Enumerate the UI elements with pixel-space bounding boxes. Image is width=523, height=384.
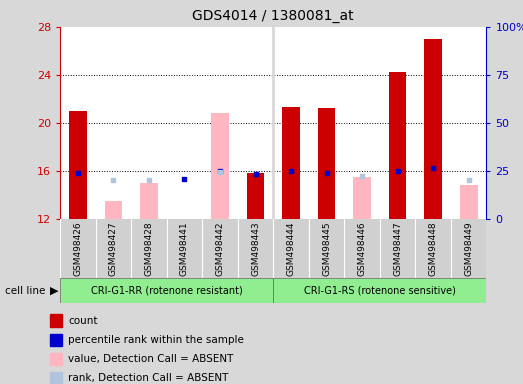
Text: GSM498428: GSM498428 — [144, 222, 153, 276]
Text: GSM498443: GSM498443 — [251, 222, 260, 276]
Text: cell line: cell line — [5, 286, 46, 296]
Text: GSM498446: GSM498446 — [358, 222, 367, 276]
Bar — [140, 183, 158, 219]
Point — [252, 171, 260, 177]
Point — [322, 170, 331, 176]
Point — [464, 177, 473, 184]
Text: GSM498441: GSM498441 — [180, 222, 189, 276]
Bar — [50, 314, 62, 327]
Bar — [353, 177, 371, 219]
Text: ▶: ▶ — [50, 286, 58, 296]
Text: count: count — [68, 316, 97, 326]
Text: GSM498426: GSM498426 — [73, 222, 83, 276]
Text: rank, Detection Call = ABSENT: rank, Detection Call = ABSENT — [68, 373, 229, 383]
Text: GSM498427: GSM498427 — [109, 222, 118, 276]
Text: value, Detection Call = ABSENT: value, Detection Call = ABSENT — [68, 354, 233, 364]
FancyBboxPatch shape — [273, 278, 486, 303]
Point — [358, 173, 366, 179]
Point — [145, 177, 153, 184]
Title: GDS4014 / 1380081_at: GDS4014 / 1380081_at — [192, 9, 354, 23]
Point — [109, 177, 118, 184]
Text: GSM498449: GSM498449 — [464, 222, 473, 276]
Bar — [424, 39, 442, 219]
Bar — [282, 107, 300, 219]
Bar — [389, 73, 406, 219]
Bar — [211, 113, 229, 219]
Point — [180, 176, 189, 182]
Text: CRI-G1-RS (rotenone sensitive): CRI-G1-RS (rotenone sensitive) — [304, 286, 456, 296]
Text: GSM498442: GSM498442 — [215, 222, 224, 276]
Text: percentile rank within the sample: percentile rank within the sample — [68, 335, 244, 345]
Bar — [69, 111, 87, 219]
Point — [74, 170, 82, 176]
Point — [287, 168, 295, 174]
Point — [429, 166, 437, 172]
FancyBboxPatch shape — [60, 278, 273, 303]
Text: GSM498448: GSM498448 — [429, 222, 438, 276]
Text: GSM498447: GSM498447 — [393, 222, 402, 276]
Bar — [247, 173, 265, 219]
Bar — [105, 201, 122, 219]
Bar — [50, 372, 62, 384]
Bar — [50, 334, 62, 346]
Bar — [317, 109, 335, 219]
Point — [216, 168, 224, 174]
Bar — [460, 185, 477, 219]
Point — [216, 169, 224, 175]
Bar — [176, 219, 194, 221]
Bar — [50, 353, 62, 365]
Point — [393, 168, 402, 174]
Text: CRI-G1-RR (rotenone resistant): CRI-G1-RR (rotenone resistant) — [91, 286, 243, 296]
Text: GSM498445: GSM498445 — [322, 222, 331, 276]
Text: GSM498444: GSM498444 — [287, 222, 295, 276]
